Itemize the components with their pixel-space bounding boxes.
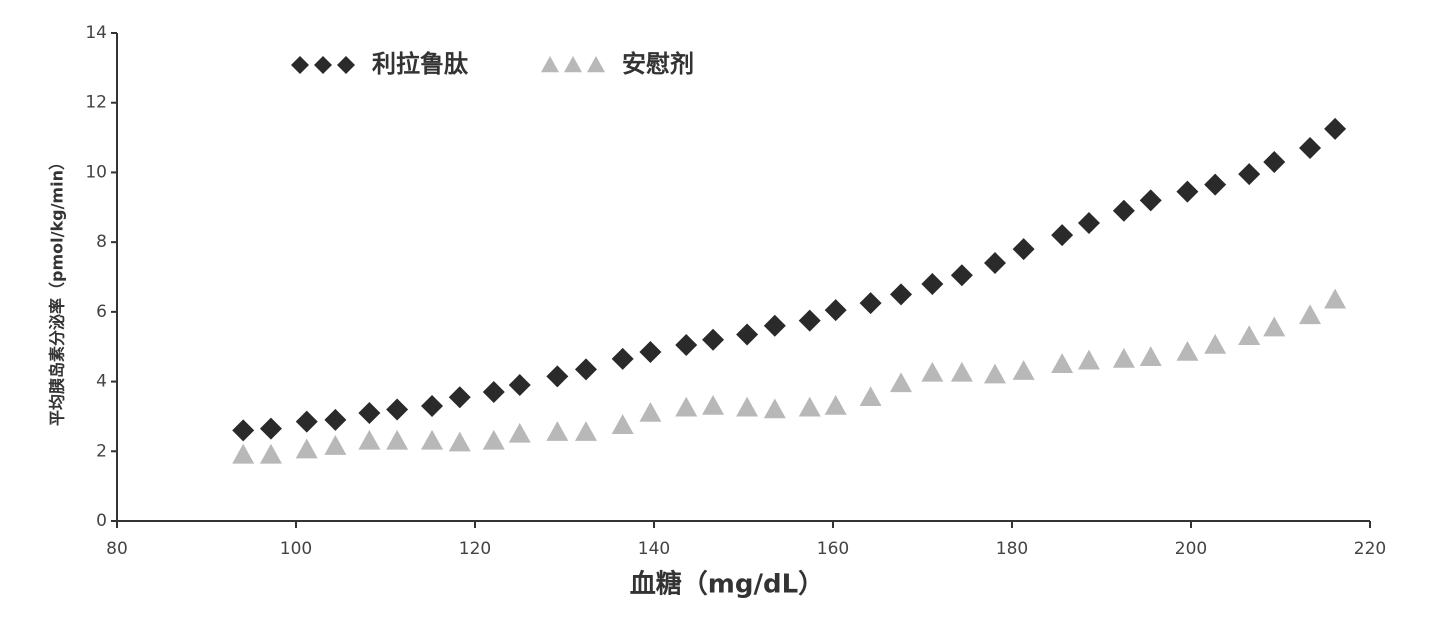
point (448, 431, 471, 452)
point (890, 283, 913, 306)
point (1051, 224, 1074, 247)
point (358, 429, 381, 450)
point (421, 429, 444, 450)
point (921, 361, 944, 382)
y-tick-label: 2 (96, 441, 107, 461)
y-tick-label: 14 (85, 23, 107, 43)
point (259, 443, 282, 464)
y-tick-label: 0 (96, 511, 107, 531)
y-tick-label: 6 (96, 302, 107, 322)
point (232, 419, 255, 442)
point (798, 309, 821, 332)
point (950, 264, 973, 287)
x-tick-label: 140 (638, 539, 670, 559)
x-tick-label: 120 (459, 539, 491, 559)
point (1324, 117, 1347, 140)
point (702, 328, 725, 351)
point (1238, 163, 1261, 186)
point (824, 394, 847, 415)
legend-marker (291, 56, 309, 74)
point (1299, 137, 1322, 160)
y-tick-label: 4 (96, 372, 107, 392)
point (508, 422, 531, 443)
point (639, 401, 662, 422)
point (1204, 333, 1227, 354)
point (859, 292, 882, 315)
x-tick-label: 80 (106, 539, 128, 559)
point (574, 421, 597, 441)
point (324, 435, 347, 455)
point (675, 396, 698, 417)
point (295, 438, 318, 459)
point (798, 396, 821, 417)
point (546, 421, 569, 441)
point (983, 363, 1006, 384)
x-tick-label: 220 (1354, 539, 1386, 559)
point (736, 396, 759, 417)
point (950, 361, 973, 382)
y-axis-label: 平均胰岛素分泌率（pmol/kg/min） (48, 154, 67, 426)
x-tick-label: 180 (996, 539, 1028, 559)
point (1324, 288, 1347, 309)
legend-label: 安慰剂 (622, 50, 694, 78)
legend-marker (564, 56, 582, 73)
point (574, 358, 597, 381)
legend-marker (337, 56, 355, 74)
point (1012, 238, 1035, 261)
point (639, 340, 662, 363)
point (859, 386, 882, 407)
point (324, 408, 347, 431)
point (675, 333, 698, 356)
legend-marker (314, 56, 332, 74)
point (1176, 180, 1199, 203)
point (1238, 325, 1261, 346)
x-tick-label: 100 (280, 539, 312, 559)
point (508, 374, 531, 397)
point (611, 347, 634, 370)
point (386, 429, 409, 450)
legend-label: 利拉鲁肽 (372, 50, 469, 78)
point (736, 323, 759, 346)
point (482, 381, 505, 404)
point (1176, 340, 1199, 361)
point (448, 386, 471, 409)
point (1012, 360, 1035, 380)
point (386, 398, 409, 421)
point (421, 394, 444, 417)
point (546, 365, 569, 388)
point (1139, 346, 1162, 366)
point (824, 299, 847, 322)
point (611, 414, 634, 434)
point (763, 398, 786, 419)
point (1112, 199, 1135, 222)
point (482, 429, 505, 450)
point (358, 401, 381, 424)
legend-marker (541, 56, 559, 73)
point (295, 410, 318, 433)
point (1077, 211, 1100, 234)
y-tick-label: 10 (85, 162, 107, 182)
x-axis-label: 血糖（mg/dL） (630, 569, 824, 600)
x-tick-label: 160 (817, 539, 849, 559)
point (702, 394, 725, 415)
point (1299, 304, 1322, 325)
point (983, 252, 1006, 275)
y-tick-label: 12 (85, 93, 107, 113)
legend-marker (587, 56, 605, 73)
y-tick-label: 8 (96, 232, 107, 252)
point (1204, 173, 1227, 196)
point (259, 417, 282, 440)
point (1112, 347, 1135, 368)
point (1051, 353, 1074, 373)
point (1263, 316, 1286, 337)
point (1139, 189, 1162, 212)
point (232, 443, 255, 464)
point (1263, 150, 1286, 173)
point (921, 272, 944, 295)
point (763, 314, 786, 337)
point (890, 372, 913, 393)
point (1077, 349, 1100, 370)
x-tick-label: 200 (1175, 539, 1207, 559)
